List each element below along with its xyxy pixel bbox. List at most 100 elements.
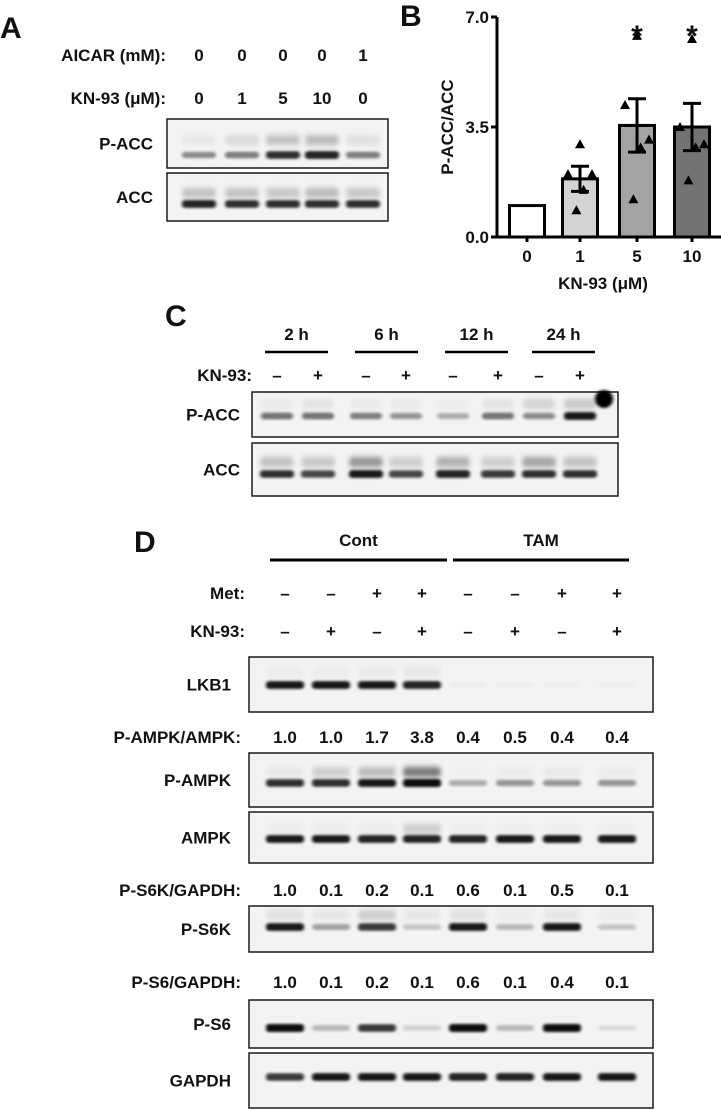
treatment-sign: + xyxy=(510,622,520,641)
treatment-sign: + xyxy=(557,584,567,603)
treatment-label: KN-93: xyxy=(197,366,252,385)
band-smear xyxy=(346,135,380,145)
band xyxy=(543,779,581,787)
panel-label-c: C xyxy=(165,300,187,333)
band xyxy=(598,779,636,787)
band xyxy=(563,470,597,478)
band-smear xyxy=(403,824,441,834)
treatment-sign: – xyxy=(272,366,281,385)
band-smear xyxy=(598,767,636,777)
band xyxy=(266,1024,304,1032)
blot-label: P-ACC xyxy=(99,135,153,154)
band xyxy=(305,151,339,159)
band-smear xyxy=(496,767,534,777)
treatment-sign: – xyxy=(463,622,472,641)
treatment-sign: – xyxy=(280,622,289,641)
y-tick-label: 7.0 xyxy=(465,8,489,27)
band xyxy=(312,681,350,689)
ratio-value: 0.4 xyxy=(456,728,480,747)
band-smear xyxy=(266,767,304,777)
band xyxy=(266,1073,304,1081)
condition-value: 0 xyxy=(317,46,326,65)
data-point xyxy=(575,139,585,149)
x-tick-label: 5 xyxy=(632,247,641,266)
data-point xyxy=(578,184,589,194)
x-tick-label: 10 xyxy=(683,247,702,266)
treatment-sign: + xyxy=(326,622,336,641)
panel-label-d: D xyxy=(134,526,156,559)
blot-label: LKB1 xyxy=(187,676,231,695)
treatment-sign: + xyxy=(313,366,323,385)
band-smear xyxy=(598,824,636,834)
data-point xyxy=(644,134,654,144)
y-tick-label: 3.5 xyxy=(465,118,489,137)
band xyxy=(346,200,380,208)
data-point xyxy=(675,122,685,131)
band xyxy=(350,412,382,420)
ratio-value: 0.6 xyxy=(456,973,480,992)
band xyxy=(266,835,304,843)
blot-membrane xyxy=(248,752,654,808)
band xyxy=(449,1024,487,1032)
band xyxy=(301,470,335,478)
band xyxy=(312,1073,350,1081)
band xyxy=(182,151,216,159)
ratio-value: 0.4 xyxy=(550,728,574,747)
blot-membrane xyxy=(248,999,654,1049)
band xyxy=(481,470,515,478)
band xyxy=(496,835,534,843)
band xyxy=(312,923,350,931)
band-smear xyxy=(389,457,423,467)
band-smear xyxy=(302,399,334,409)
condition-value: 0 xyxy=(194,89,203,108)
band-smear xyxy=(523,399,555,409)
data-point xyxy=(587,169,597,179)
band xyxy=(598,835,636,843)
band-smear xyxy=(225,135,259,145)
band-smear xyxy=(403,910,441,920)
band xyxy=(437,413,469,419)
data-point xyxy=(683,175,694,185)
band xyxy=(358,779,396,787)
band-smear xyxy=(358,824,396,834)
band xyxy=(449,780,487,786)
treatment-sign: + xyxy=(575,366,585,385)
band xyxy=(358,1024,396,1032)
band-smear xyxy=(305,135,339,145)
condition-value: 0 xyxy=(194,46,203,65)
treatment-sign: + xyxy=(417,622,427,641)
band xyxy=(598,1073,636,1081)
band-smear xyxy=(182,135,216,145)
band-smear xyxy=(449,824,487,834)
condition-value: 1 xyxy=(358,46,367,65)
band-smear xyxy=(182,188,216,198)
band xyxy=(543,923,581,931)
treatment-label: KN-93: xyxy=(190,622,245,641)
treatment-label: Met: xyxy=(210,584,245,603)
band xyxy=(358,923,396,931)
condition-label: KN-93 (μM): xyxy=(71,89,166,108)
condition-label: AICAR (mM): xyxy=(61,46,166,65)
band-smear xyxy=(312,824,350,834)
ratio-value: 0.1 xyxy=(410,881,434,900)
band xyxy=(598,1025,636,1031)
data-point xyxy=(620,100,630,109)
data-point xyxy=(699,139,709,149)
band xyxy=(543,835,581,843)
band-smear xyxy=(312,767,350,777)
band-smear xyxy=(261,399,293,409)
band xyxy=(436,470,470,478)
ratio-value: 0.6 xyxy=(456,881,480,900)
treatment-sign: – xyxy=(463,584,472,603)
x-tick-label: 0 xyxy=(522,247,531,266)
band-smear xyxy=(437,399,469,409)
blot-label: AMPK xyxy=(181,829,232,848)
treatment-sign: + xyxy=(417,584,427,603)
band xyxy=(225,200,259,208)
band-smear xyxy=(449,767,487,777)
ratio-value: 0.5 xyxy=(503,728,527,747)
band xyxy=(266,681,304,689)
ratio-value: 1.0 xyxy=(273,973,297,992)
band xyxy=(403,924,441,930)
band-smear xyxy=(301,457,335,467)
